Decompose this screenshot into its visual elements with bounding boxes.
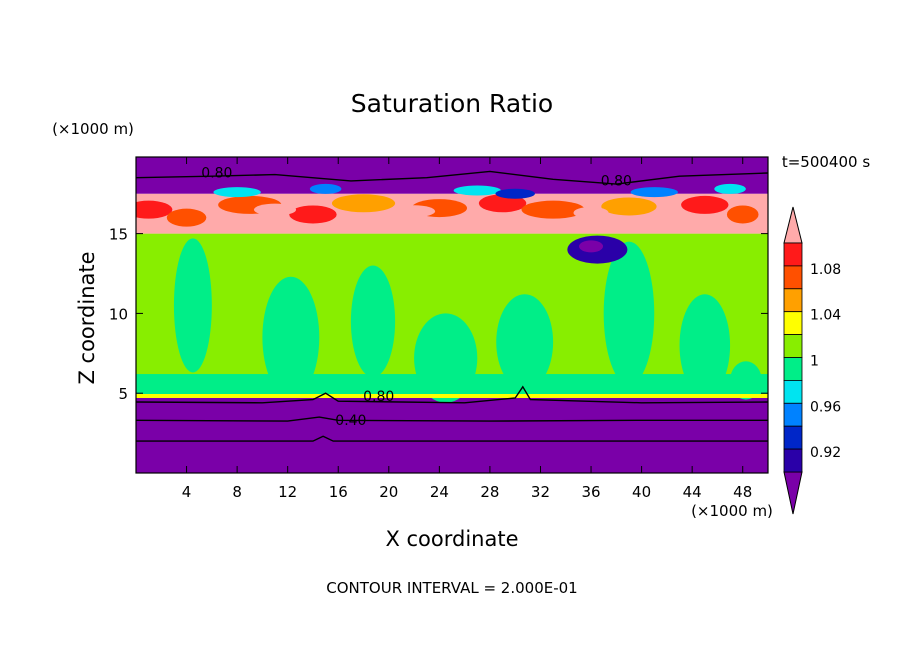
colorbar-arrow-top [783, 206, 803, 244]
field-cloud-edge [309, 183, 342, 194]
colorbar-bin [783, 402, 803, 427]
x-tick-label: 48 [733, 483, 752, 501]
field-teal-patch [350, 265, 396, 378]
field-cloud-core [393, 205, 436, 218]
field-cloud-patch [601, 197, 657, 216]
y-axis-label: Z coordinate [75, 251, 99, 384]
y-tick-label: 15 [109, 226, 128, 244]
contour-080-upper [136, 170, 768, 185]
x-tick-label: 40 [632, 483, 651, 501]
y-tick-label: 5 [118, 385, 128, 403]
field-cloud-edge [453, 185, 501, 196]
contour-label: 0.40 [335, 413, 366, 429]
colorbar-arrow-bottom [783, 471, 803, 515]
field-teal-strip [136, 374, 768, 398]
field-cloud-edge [630, 187, 678, 198]
contour-label: 0.80 [363, 389, 394, 405]
plot-area: 0.80 0.80 0.80 0.40 [136, 157, 768, 473]
field-cloud-patch [166, 208, 207, 227]
contour-label: 0.80 [601, 174, 632, 190]
colorbar-label: 0.96 [810, 399, 841, 415]
field-dry-core [579, 240, 604, 253]
chart-title: Saturation Ratio [351, 89, 553, 118]
colorbar-bin [783, 242, 803, 267]
field-cloud-patch [289, 205, 337, 224]
y-unit-label: (×1000 m) [52, 120, 134, 138]
colorbar-bin [783, 425, 803, 450]
field-cloud-patch [478, 194, 527, 213]
field-cloud-edge [714, 183, 746, 194]
field-cloud-patch [726, 205, 759, 224]
colorbar-label: 1.04 [810, 308, 841, 324]
x-tick-label: 24 [430, 483, 449, 501]
field-teal-patch [262, 276, 320, 398]
contour-interval-note: CONTOUR INTERVAL = 2.000E-01 [326, 579, 577, 597]
field-base-band [136, 394, 768, 398]
colorbar-label: 1 [810, 354, 819, 370]
field-lower-dry [136, 397, 768, 473]
field-cloud-patch [331, 194, 396, 213]
colorbar-bin [783, 448, 803, 473]
plot-frame [135, 156, 769, 474]
colorbar-bin [783, 357, 803, 381]
x-unit-label: (×1000 m) [691, 502, 773, 520]
y-tick-label: 10 [109, 305, 128, 323]
field-cloud-core [573, 206, 609, 219]
x-tick-label: 20 [379, 483, 398, 501]
x-tick-label: 32 [531, 483, 550, 501]
field-cloud-patch [521, 200, 585, 219]
field-cloud-edge [213, 187, 261, 198]
field-cloud-core [253, 203, 297, 216]
x-tick-label: 8 [232, 483, 242, 501]
x-tick-label: 44 [683, 483, 702, 501]
x-tick-label: 28 [480, 483, 499, 501]
colorbar-bin [783, 265, 803, 290]
contour-040 [136, 416, 768, 422]
field-teal-patch [496, 294, 554, 391]
y-axis: 5 10 15 [109, 226, 768, 403]
field-teal-patch [603, 241, 655, 386]
field-cloud-core [658, 213, 701, 226]
field-cloud-patch [681, 195, 729, 214]
colorbar-bin [783, 288, 803, 313]
colorbar-label: 0.92 [810, 445, 841, 461]
field-teal-patch [679, 294, 731, 397]
x-axis: 4 8 12 16 20 24 28 32 36 40 44 48 [182, 157, 752, 501]
colorbar: 1.08 1.04 1 0.96 0.92 [783, 206, 841, 515]
x-tick-label: 12 [278, 483, 297, 501]
time-label: t=500400 s [782, 153, 870, 171]
colorbar-label: 1.08 [810, 262, 841, 278]
field-cloud-edge [495, 188, 535, 199]
contour-low [136, 435, 768, 442]
colorbar-bin [783, 311, 803, 336]
x-axis-label: X coordinate [385, 527, 518, 551]
colorbar-bin [783, 379, 803, 404]
contour-label: 0.80 [201, 166, 232, 182]
contour-080-lower [136, 385, 768, 404]
field-teal-patch [173, 238, 212, 373]
colorbar-bin [783, 334, 803, 358]
x-tick-label: 4 [182, 483, 192, 501]
x-tick-label: 36 [581, 483, 600, 501]
field-cloud-patch [136, 200, 173, 219]
x-tick-label: 16 [329, 483, 348, 501]
